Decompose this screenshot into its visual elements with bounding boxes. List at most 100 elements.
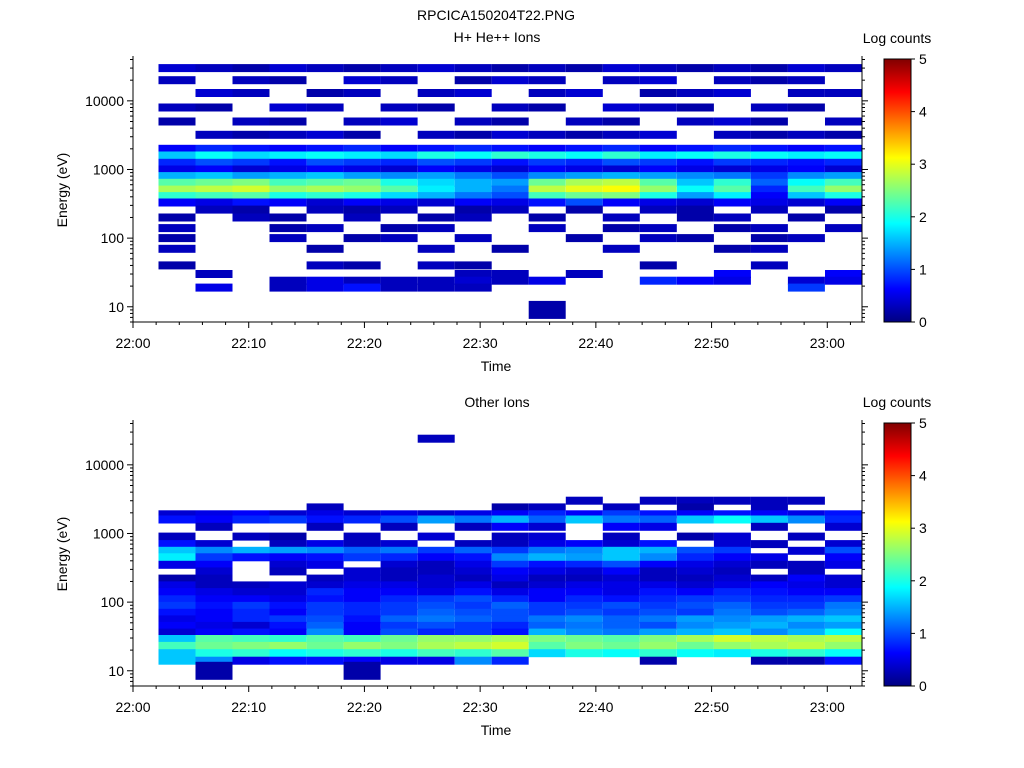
heatmap-cell bbox=[750, 635, 788, 643]
heatmap-cell bbox=[380, 601, 418, 610]
heatmap-cell bbox=[232, 635, 270, 643]
axes: 22:00 22:10 22:20 22:30 22:40 22:50 23:00 10 100… bbox=[85, 420, 868, 715]
heatmap-cell bbox=[750, 185, 788, 194]
colorbar-tick-label: 0 bbox=[919, 678, 927, 694]
heatmap-cell bbox=[417, 192, 455, 201]
heatmap-cell bbox=[491, 560, 529, 569]
heatmap-cell bbox=[195, 510, 233, 519]
y-axis-label: Energy (eV) bbox=[54, 153, 70, 228]
colorbar-tick-label: 4 bbox=[919, 104, 927, 120]
heatmap-cell bbox=[195, 144, 233, 153]
heatmap-cell bbox=[676, 178, 714, 187]
heatmap-cell bbox=[676, 615, 714, 624]
heatmap-cell bbox=[491, 185, 529, 194]
heatmap-cell bbox=[713, 560, 751, 569]
heatmap-cell bbox=[565, 628, 603, 637]
heatmap-cell bbox=[454, 276, 492, 285]
heatmap-cell bbox=[825, 64, 862, 73]
heatmap-cell bbox=[787, 234, 825, 243]
heatmap-cell bbox=[639, 510, 677, 519]
heatmap-cell bbox=[343, 178, 381, 187]
heatmap-cell bbox=[713, 649, 751, 658]
heatmap-cell bbox=[528, 103, 566, 112]
heatmap-cell bbox=[491, 244, 529, 253]
heatmap-cell bbox=[750, 522, 788, 531]
heatmap-cell bbox=[195, 588, 233, 597]
heatmap-cell bbox=[528, 635, 566, 643]
heatmap-cell bbox=[343, 234, 381, 243]
heatmap-cell bbox=[750, 641, 788, 650]
heatmap-cell bbox=[232, 76, 270, 85]
heatmap-cell bbox=[343, 261, 381, 270]
heatmap-cell bbox=[232, 510, 270, 519]
heatmap-cell bbox=[417, 178, 455, 187]
heatmap-cell bbox=[565, 205, 603, 214]
heatmap-cell bbox=[417, 546, 455, 555]
heatmap-cell bbox=[306, 656, 344, 665]
heatmap-cell bbox=[232, 595, 270, 604]
heatmap-cell bbox=[639, 103, 677, 112]
heatmap-cell bbox=[787, 515, 825, 524]
heatmap-cell bbox=[825, 628, 862, 637]
heatmap-cell bbox=[454, 158, 492, 167]
heatmap-cell bbox=[306, 608, 344, 617]
heatmap-cell bbox=[195, 628, 233, 637]
heatmap-cell bbox=[787, 588, 825, 597]
heatmap-cell bbox=[380, 144, 418, 153]
heatmap-cell bbox=[825, 198, 862, 207]
heatmap-cell bbox=[602, 608, 640, 617]
heatmap-cell bbox=[380, 205, 418, 214]
heatmap-cell bbox=[195, 89, 233, 97]
heatmap-cell bbox=[491, 64, 529, 73]
heatmap-cell bbox=[639, 130, 677, 139]
heatmap-cell bbox=[713, 608, 751, 617]
heatmap-cell bbox=[713, 198, 751, 207]
heatmap-cell bbox=[158, 588, 196, 597]
heatmap-cell bbox=[158, 224, 196, 233]
heatmap-cell bbox=[343, 130, 381, 139]
heatmap-cell bbox=[195, 185, 233, 194]
heatmap-cell bbox=[380, 234, 418, 243]
heatmap-cell bbox=[306, 244, 344, 253]
heatmap-cell bbox=[417, 276, 455, 285]
heatmap-cell bbox=[639, 588, 677, 597]
heatmap-cell bbox=[825, 172, 862, 181]
heatmap-cell bbox=[306, 649, 344, 658]
heatmap-cell bbox=[417, 553, 455, 562]
heatmap-cell bbox=[639, 656, 677, 665]
heatmap-cell bbox=[825, 649, 862, 658]
heatmap-cell bbox=[676, 567, 714, 576]
heatmap-cell bbox=[158, 198, 196, 207]
heatmap-cell bbox=[787, 635, 825, 643]
heatmap-cell bbox=[195, 283, 233, 292]
heatmap-cell bbox=[787, 172, 825, 181]
heatmap-cell bbox=[343, 192, 381, 201]
heatmap-cell bbox=[232, 588, 270, 597]
heatmap-cell bbox=[454, 641, 492, 650]
heatmap-cell bbox=[380, 185, 418, 194]
heatmap-cell bbox=[380, 581, 418, 590]
heatmap-cell bbox=[787, 560, 825, 569]
heatmap-cell bbox=[491, 510, 529, 519]
heatmap-cell bbox=[417, 172, 455, 181]
heatmap-cell bbox=[491, 515, 529, 524]
heatmap-cell bbox=[269, 628, 307, 637]
heatmap-cell bbox=[232, 198, 270, 207]
heatmap-cell bbox=[343, 64, 381, 73]
heatmap-cell bbox=[676, 553, 714, 562]
x-tick-label: 22:30 bbox=[463, 335, 498, 351]
heatmap-cell bbox=[750, 588, 788, 597]
heatmap-cell bbox=[380, 198, 418, 207]
heatmap-cell bbox=[676, 532, 714, 541]
heatmap-cell bbox=[787, 595, 825, 604]
heatmap-cell bbox=[565, 560, 603, 569]
heatmap-cell bbox=[676, 546, 714, 555]
y-axis-label: Energy (eV) bbox=[54, 517, 70, 592]
heatmap-cell bbox=[787, 649, 825, 658]
heatmap-cell bbox=[528, 165, 566, 174]
heatmap-cell bbox=[306, 172, 344, 181]
heatmap-cell bbox=[306, 151, 344, 160]
heatmap-cell bbox=[491, 588, 529, 597]
heatmap-cell bbox=[713, 581, 751, 590]
heatmap-cell bbox=[343, 158, 381, 167]
